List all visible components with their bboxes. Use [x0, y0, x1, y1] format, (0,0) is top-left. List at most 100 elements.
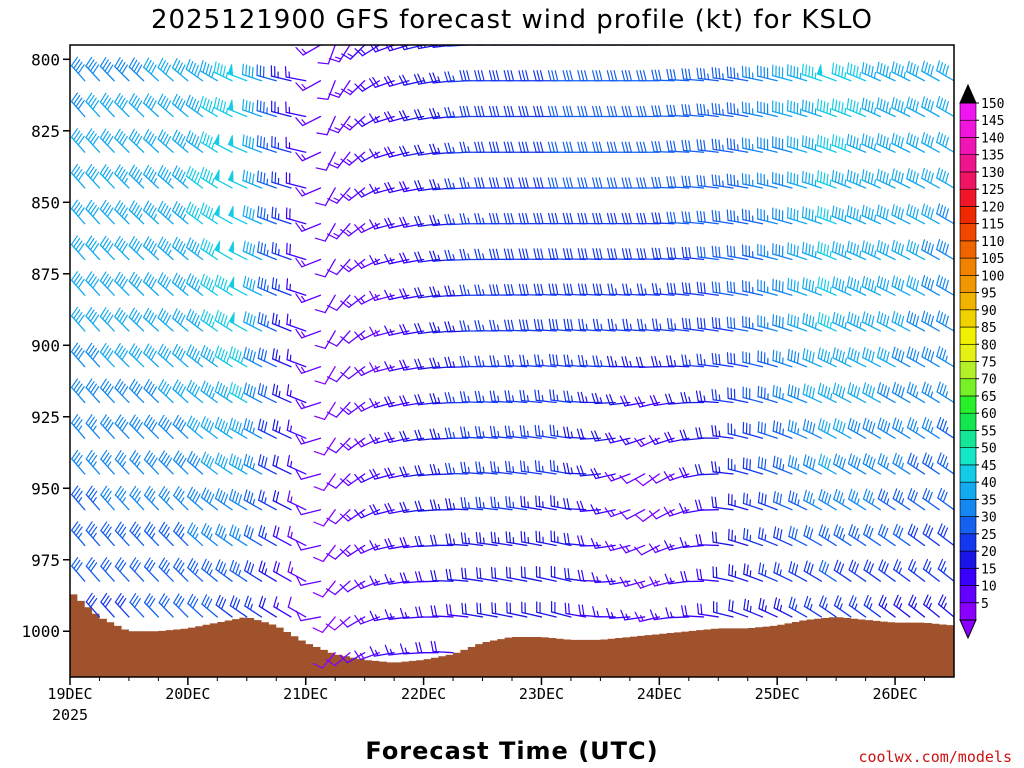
wind-barb [816, 64, 837, 82]
wind-barb [384, 325, 410, 336]
wind-barb [271, 241, 292, 261]
wind-barb [846, 311, 867, 332]
wind-barb [711, 138, 734, 153]
wind-barb [726, 316, 749, 332]
wind-barb [694, 499, 719, 511]
wind-barb [399, 216, 425, 228]
wind-barb [711, 102, 734, 118]
wind-barb [214, 381, 233, 404]
wind-barb [399, 359, 425, 371]
wind-barb [173, 486, 189, 511]
wind-barb [460, 496, 484, 511]
wind-barb [521, 601, 543, 618]
wind-barb [143, 57, 160, 82]
wind-barb [711, 209, 734, 225]
wind-barb [649, 394, 675, 407]
wind-barb [100, 414, 115, 439]
colorbar-label: 30 [981, 511, 997, 526]
wind-barb [505, 566, 528, 582]
colorbar-label: 45 [981, 459, 997, 474]
wind-barb [563, 426, 587, 439]
wind-barb [340, 151, 366, 166]
colorbar-swatch [959, 499, 977, 517]
wind-barb [444, 392, 469, 404]
wind-barb [936, 381, 954, 404]
wind-barb [186, 308, 204, 332]
wind-barb [399, 323, 425, 336]
wind-barb [831, 205, 852, 225]
wind-barb [271, 277, 292, 296]
colorbar-label: 15 [981, 562, 997, 577]
wind-barb [172, 379, 189, 404]
wind-barb [227, 99, 248, 118]
wind-barb [214, 452, 233, 475]
wind-barb [257, 241, 277, 261]
wind-barb [316, 115, 336, 136]
wind-barb [846, 205, 867, 225]
wind-barb [384, 467, 410, 479]
wind-barb [757, 100, 778, 118]
colorbar-label: 10 [981, 580, 997, 595]
wind-barb [85, 128, 101, 153]
wind-barb [85, 592, 101, 618]
wind-barb [413, 109, 439, 121]
wind-barb [399, 180, 425, 193]
colorbar-swatch [959, 567, 977, 586]
wind-barb [228, 417, 248, 439]
wind-barb [680, 392, 705, 404]
wind-barb [186, 344, 204, 368]
wind-barb [711, 245, 734, 261]
wind-barb [592, 248, 616, 261]
wind-barb [129, 521, 145, 547]
wind-barb [848, 595, 867, 618]
wind-barb [696, 174, 719, 189]
wind-barb [286, 454, 307, 475]
wind-barb [832, 382, 852, 404]
wind-barb [429, 499, 454, 511]
wind-barb [562, 212, 587, 225]
wind-barb [129, 557, 145, 582]
wind-barb [518, 70, 543, 82]
wind-barb [475, 496, 498, 511]
wind-barb [876, 204, 896, 225]
wind-barb [128, 200, 145, 225]
wind-barb [681, 211, 705, 225]
wind-barb [285, 172, 307, 189]
wind-barb [504, 390, 528, 404]
wind-barb [271, 348, 292, 368]
wind-barb [577, 391, 602, 404]
wind-barb [861, 169, 881, 189]
wind-barb [519, 389, 543, 404]
wind-barb [199, 60, 218, 82]
wind-barb [788, 561, 808, 582]
wind-barb [817, 382, 837, 404]
wind-barb [534, 354, 557, 368]
wind-barb [519, 354, 543, 368]
colorbar-label: 50 [981, 442, 997, 457]
wind-barb [757, 172, 778, 189]
wind-barb [85, 307, 101, 332]
wind-barb [681, 317, 705, 332]
wind-barb [341, 45, 366, 60]
wind-barb [681, 68, 705, 82]
wind-barb [71, 449, 86, 475]
wind-barb [460, 426, 484, 439]
wind-barb [634, 473, 660, 487]
wind-barb [936, 167, 954, 189]
wind-barb [413, 73, 439, 85]
wind-barb [577, 283, 602, 296]
wind-barb [157, 236, 174, 261]
wind-barb [99, 92, 115, 118]
wind-barb [158, 557, 174, 582]
wind-barb [936, 310, 954, 332]
wind-barb [818, 524, 837, 547]
wind-barb [891, 204, 911, 225]
wind-barb [157, 308, 174, 332]
wind-barb [295, 222, 322, 232]
wind-barb [907, 523, 926, 547]
wind-barb [533, 283, 557, 296]
wind-barb [200, 451, 218, 475]
wind-barb [651, 176, 675, 189]
colorbar-swatch [959, 343, 977, 362]
wind-barb [757, 491, 778, 511]
